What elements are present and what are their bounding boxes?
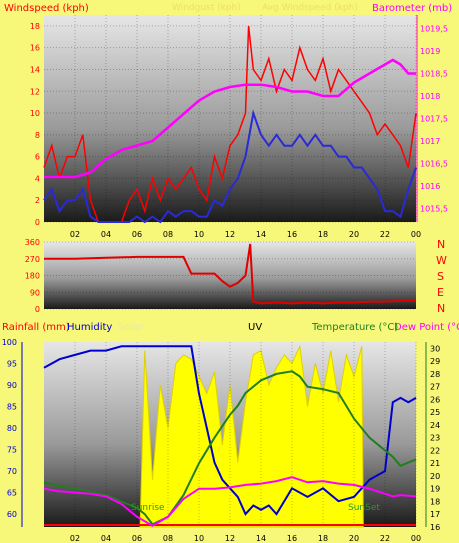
panel1-x-tick-label: 18	[318, 230, 328, 239]
panel1-y-left-tick-label: 12	[30, 87, 40, 96]
panel3-y-right-tick-label: 26	[430, 395, 440, 404]
panel3-y-right-tick-label: 22	[430, 446, 440, 455]
panel1-y-left-tick-label: 4	[35, 174, 40, 183]
panel3-y-right-tick-label: 19	[430, 485, 440, 494]
panel1-x-tick-label: 16	[287, 230, 297, 239]
panel2-y-tick-label: 180	[25, 272, 40, 281]
panel3-x-tick-label: 10	[194, 534, 204, 543]
series-line-temperature-c	[43, 370, 417, 526]
temperature-legend: Temperature (°C)	[311, 322, 398, 333]
panel1-y-right-tick-label: 1018	[420, 92, 440, 101]
panel2-y-tick-label: 270	[25, 255, 40, 264]
panel3-x-tick-label: 00	[411, 534, 421, 543]
panel1-y-left-tick-label: 10	[30, 109, 40, 118]
windgust-legend-label: Windgust (kph)	[172, 3, 241, 13]
compass-w: W	[436, 254, 447, 267]
series-line-barometer-mb-	[44, 58, 416, 179]
panel1-y-right-tick-label: 1018,5	[420, 70, 448, 79]
panel1-x-tick-label: 02	[70, 230, 80, 239]
panel3-x-tick-label: 08	[163, 534, 173, 543]
series-line-avg-windspeed-kph-	[43, 109, 417, 224]
panel2-y-tick-label: 90	[30, 288, 40, 297]
compass-n-top: N	[437, 238, 445, 251]
compass-n-bottom: N	[437, 302, 445, 315]
panel1-x-tick-label: 12	[225, 230, 235, 239]
panel1-y-left-tick-label: 2	[35, 196, 40, 205]
uv-legend: UV	[248, 322, 262, 333]
panel3-y-left-tick-label: 90	[7, 381, 17, 390]
panel1-y-left-tick-label: 6	[35, 153, 40, 162]
panel3-y-right-tick-label: 17	[430, 510, 440, 519]
panel3-y-right-tick-label: 18	[430, 497, 440, 506]
rainfall-legend: Rainfall (mm)	[2, 322, 70, 333]
panel3-x-tick-label: 16	[287, 534, 297, 543]
panel3-x-tick-label: 14	[256, 534, 266, 543]
panel2-plot-area	[44, 242, 416, 309]
panel3-y-left-tick-label: 65	[7, 489, 17, 498]
avg-windspeed-legend-label: Avg.Windspeed (kph)	[262, 3, 358, 13]
panel3-y-right-tick-label: 28	[430, 370, 440, 379]
panel3-y-left-tick-label: 95	[7, 360, 17, 369]
sunrise-label: Sunrise	[131, 503, 165, 513]
panel3-y-left-tick-label: 80	[7, 424, 17, 433]
panel1-y-left-tick-label: 18	[30, 22, 40, 31]
compass-s: S	[437, 270, 444, 283]
solar-legend: Solar	[118, 322, 144, 333]
barometer-axis-title: Barometer (mb)	[372, 3, 452, 14]
panel3-x-tick-label: 18	[318, 534, 328, 543]
panel3-y-left-tick-label: 100	[2, 338, 17, 347]
panel2-y-tick-label: 360	[25, 238, 40, 247]
panel1-y-left-tick-label: 14	[30, 65, 40, 74]
panel3-y-left-tick-label: 60	[7, 510, 17, 519]
panel3-y-right-tick-label: 23	[430, 434, 440, 443]
panel3-x-tick-label: 04	[101, 534, 111, 543]
panel1-x-tick-label: 10	[194, 230, 204, 239]
panel3-y-right-tick-label: 21	[430, 459, 440, 468]
panel1-x-tick-label: 22	[380, 230, 390, 239]
panel1-y-right-tick-label: 1016	[420, 182, 440, 191]
panel3-x-tick-label: 02	[70, 534, 80, 543]
panel2-y-tick-label: 0	[35, 305, 40, 314]
panel3-x-tick-label: 12	[225, 534, 235, 543]
series-line-humidity	[43, 345, 417, 516]
panel1-y-right-tick-label: 1017	[420, 137, 440, 146]
panel3-y-right-tick-label: 20	[430, 472, 440, 481]
panel3-y-right-tick-label: 24	[430, 421, 440, 430]
panel1-y-left-tick-label: 8	[35, 131, 40, 140]
panel3-y-right-tick-label: 16	[430, 523, 440, 532]
panel1-y-left-tick-label: 16	[30, 44, 40, 53]
windspeed-axis-title: Windspeed (kph)	[4, 3, 89, 14]
series-line-wind-direction	[44, 243, 416, 305]
panel1-x-tick-label: 20	[349, 230, 359, 239]
panel3-y-right-tick-label: 27	[430, 383, 440, 392]
panel3-x-tick-label: 22	[380, 534, 390, 543]
panel1-x-tick-label: 06	[132, 230, 142, 239]
panel3-y-right-tick-label: 25	[430, 408, 440, 417]
panel1-y-right-tick-label: 1015,5	[420, 205, 448, 214]
panel3-x-tick-label: 06	[132, 534, 142, 543]
panel1-x-tick-label: 08	[163, 230, 173, 239]
compass-e: E	[437, 286, 444, 299]
panel1-x-tick-label: 00	[411, 230, 421, 239]
panel1-plot-area	[44, 15, 416, 222]
panel3-y-left-tick-label: 75	[7, 446, 17, 455]
panel1-y-right-tick-label: 1017,5	[420, 115, 448, 124]
panel1-y-right-tick-label: 1019	[420, 47, 440, 56]
dewpoint-legend: Dew Point (°C)	[394, 322, 459, 333]
sunset-label: SunSet	[348, 503, 380, 513]
panel3-y-right-tick-label: 30	[430, 344, 440, 353]
panel1-y-right-tick-label: 1019,5	[420, 25, 448, 34]
panel3-y-right-tick-label: 29	[430, 357, 440, 366]
panel3-y-left-tick-label: 85	[7, 403, 17, 412]
panel1-y-left-tick-label: 0	[35, 218, 40, 227]
panel1-x-tick-label: 04	[101, 230, 111, 239]
humidity-legend: Humidity	[67, 322, 112, 333]
panel1-y-right-tick-label: 1016,5	[420, 160, 448, 169]
panel3-x-tick-label: 20	[349, 534, 359, 543]
panel1-x-tick-label: 14	[256, 230, 266, 239]
series-line-dew-point-c	[43, 476, 417, 527]
panel3-y-left-tick-label: 70	[7, 467, 17, 476]
